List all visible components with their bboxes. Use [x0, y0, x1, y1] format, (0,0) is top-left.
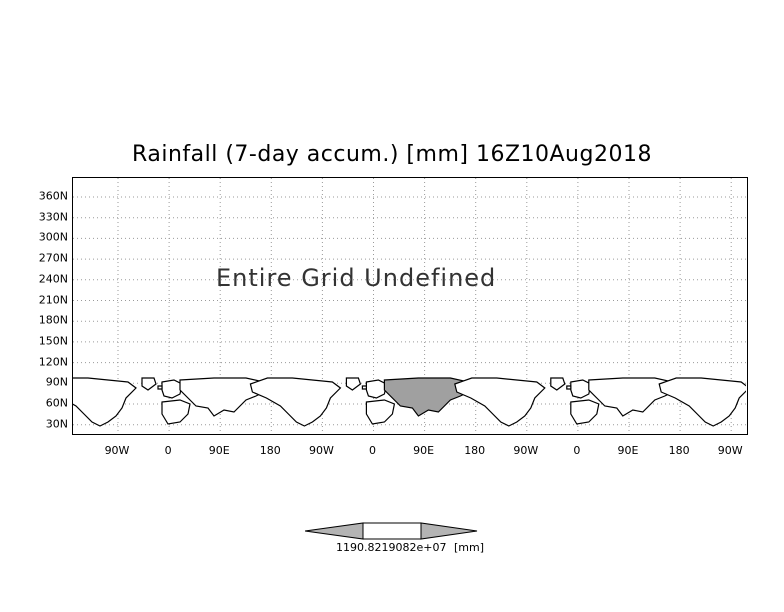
continent-asia	[588, 377, 678, 417]
lon-tick-label: 180	[464, 444, 486, 457]
colorbar-right-triangle	[420, 522, 478, 540]
lon-tick-label: 0	[369, 444, 376, 457]
lon-tick-label: 180	[668, 444, 690, 457]
continent-europe	[161, 379, 183, 399]
continent-greenland	[141, 377, 157, 391]
lon-tick-label: 0	[573, 444, 581, 457]
continent-europe	[365, 379, 388, 399]
undefined-grid-message: Entire Grid Undefined	[216, 264, 497, 292]
lat-tick-label: 60N	[45, 396, 68, 410]
lon-tick-label: 180	[259, 444, 281, 457]
map-plot-area	[72, 177, 748, 435]
lat-tick-label: 150N	[38, 334, 68, 348]
lat-tick-label: 90N	[45, 375, 68, 389]
lat-tick-label: 210N	[38, 293, 68, 306]
continent-europe	[570, 379, 592, 399]
lat-tick-label: 360N	[38, 189, 68, 203]
lat-tick-label: 120N	[38, 355, 68, 369]
continent-iceland	[157, 385, 163, 390]
continent-north-america	[73, 377, 137, 427]
continents	[73, 377, 746, 427]
lat-tick-label: 240N	[38, 272, 68, 286]
lon-tick-label: 90E	[413, 444, 435, 457]
colorbar-left-triangle	[305, 522, 364, 540]
lon-tick-label: 90W	[513, 444, 539, 457]
continent-greenland	[550, 377, 566, 391]
continent-greenland	[345, 377, 362, 391]
lon-tick-label: 0	[164, 444, 172, 457]
continent-north-america	[454, 377, 546, 427]
map-svg	[73, 178, 746, 433]
continent-africa	[570, 399, 600, 425]
lon-tick-label: 90W	[717, 444, 743, 457]
continent-north-america	[249, 377, 342, 427]
colorbar-unit-label: [mm]	[454, 541, 485, 554]
continent-iceland	[361, 385, 367, 390]
colorbar-value-label: 1190.8219082e+07	[336, 541, 447, 554]
continent-asia	[179, 377, 269, 417]
lat-tick-label: 300N	[38, 230, 68, 244]
continent-africa	[161, 399, 191, 425]
lon-tick-label: 90E	[208, 444, 230, 457]
lon-tick-label: 90W	[308, 444, 334, 457]
colorbar-middle-segment	[362, 522, 422, 540]
continent-africa	[365, 399, 396, 425]
map-title: Rainfall (7-day accum.) [mm] 16Z10Aug201…	[132, 142, 652, 167]
continent-north-america	[658, 377, 746, 427]
lat-tick-label: 270N	[38, 251, 68, 265]
lat-tick-label: 330N	[38, 210, 68, 224]
continent-asia	[383, 377, 474, 417]
continent-iceland	[566, 385, 572, 390]
colorbar	[305, 522, 478, 540]
lat-tick-label: 30N	[45, 417, 68, 431]
lon-tick-label: 90W	[104, 444, 130, 457]
lon-tick-label: 90E	[617, 444, 639, 457]
lat-tick-label: 180N	[38, 313, 68, 327]
